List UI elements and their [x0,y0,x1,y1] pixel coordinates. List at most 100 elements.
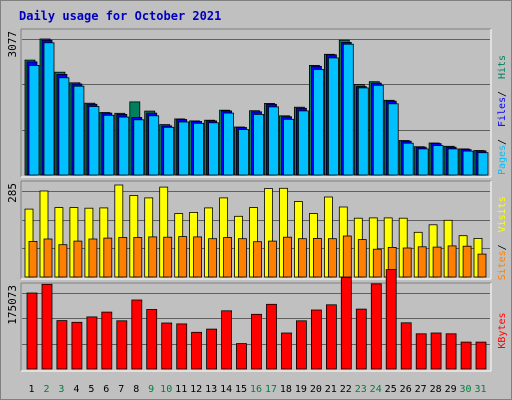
day-label-11: 11 [175,384,187,395]
day-label-13: 13 [205,384,217,395]
bar-kbytes-day-29 [445,333,457,370]
bar-pages-day-2 [43,42,55,176]
bar-sites-day-7 [118,237,128,278]
day-label-1: 1 [28,384,34,395]
day-label-7: 7 [118,384,124,395]
day-label-10: 10 [160,384,172,395]
bar-pages-day-11 [178,121,190,176]
bar-kbytes-day-4 [71,321,83,370]
bar-sites-day-5 [88,238,98,278]
y-max-label-kbytes: 175073 [6,285,19,325]
bar-sites-day-29 [447,245,457,278]
bar-sites-day-11 [178,236,188,278]
bar-pages-day-1 [28,65,40,176]
bar-kbytes-day-28 [430,332,442,370]
bar-kbytes-day-14 [221,310,233,370]
bar-kbytes-day-24 [370,283,382,370]
bar-pages-day-18 [283,118,294,176]
bar-kbytes-day-3 [56,320,68,370]
day-label-29: 29 [445,384,457,395]
bar-kbytes-day-30 [460,341,472,370]
bar-kbytes-day-5 [86,316,98,370]
bar-sites-day-18 [283,236,292,278]
bar-pages-day-21 [327,57,339,176]
bar-sites-day-19 [297,238,307,278]
bar-kbytes-day-31 [475,341,487,370]
bar-kbytes-day-2 [41,283,53,370]
bar-kbytes-day-10 [161,322,173,370]
bar-pages-day-26 [402,142,414,176]
bar-sites-day-15 [238,238,247,278]
day-label-15: 15 [235,384,247,395]
day-label-14: 14 [220,384,232,395]
day-label-8: 8 [133,384,139,395]
chart-title: Daily usage for October 2021 [19,9,221,23]
bar-pages-day-7 [118,116,130,176]
bar-sites-day-24 [372,248,382,278]
day-label-2: 2 [43,384,49,395]
legend-visits-0: Sites [497,250,508,280]
bar-pages-day-16 [253,114,264,176]
bar-kbytes-day-13 [206,328,218,370]
legend-visits-2: Visits [497,196,508,232]
bar-kbytes-day-21 [325,304,337,370]
bar-pages-day-25 [387,103,399,176]
day-label-9: 9 [148,384,154,395]
bar-pages-day-20 [312,69,324,176]
day-label-28: 28 [430,384,442,395]
bar-sites-day-10 [163,236,173,278]
bar-pages-day-28 [432,145,444,176]
day-label-6: 6 [103,384,109,395]
bar-kbytes-day-25 [385,269,397,370]
bar-pages-day-27 [417,148,429,176]
bar-pages-day-14 [223,112,235,176]
bar-sites-day-1 [28,240,38,278]
day-label-3: 3 [58,384,64,395]
legend-usage-0: Pages [497,145,508,175]
bar-pages-day-22 [342,43,354,176]
bar-pages-day-9 [148,115,160,176]
bar-pages-day-15 [238,129,249,176]
legend-usage-3: / [497,91,508,97]
bar-kbytes-day-15 [236,343,247,370]
bar-sites-day-4 [73,240,83,278]
y-max-label-visits: 285 [6,183,19,203]
bar-sites-day-16 [253,241,262,278]
day-label-23: 23 [355,384,367,395]
bar-pages-day-17 [268,106,279,176]
bar-pages-day-30 [462,150,474,176]
legend-kbytes-0: KBytes [497,312,508,348]
bar-kbytes-day-18 [281,332,292,370]
bar-sites-day-2 [43,238,53,278]
day-label-17: 17 [265,384,277,395]
bar-pages-day-19 [297,110,309,176]
bar-sites-day-21 [327,238,337,278]
legend-usage-1: / [497,139,508,145]
bar-sites-day-31 [477,253,487,278]
bar-pages-day-4 [73,85,85,176]
bar-kbytes-day-6 [101,311,113,370]
bar-sites-day-17 [268,240,277,278]
bar-kbytes-day-9 [146,309,158,370]
bar-pages-day-12 [193,122,205,176]
bar-pages-day-3 [58,77,70,176]
day-label-4: 4 [73,384,79,395]
bar-sites-day-3 [58,244,68,278]
bar-sites-day-14 [223,237,233,278]
bar-pages-day-13 [208,122,220,176]
bar-pages-day-6 [103,114,115,176]
day-label-22: 22 [340,384,352,395]
day-label-20: 20 [310,384,322,395]
bar-pages-day-8 [133,119,145,176]
bar-kbytes-day-7 [116,320,128,370]
day-label-25: 25 [385,384,397,395]
day-label-30: 30 [459,384,471,395]
bar-pages-day-31 [477,152,489,176]
day-label-16: 16 [250,384,262,395]
bar-kbytes-day-20 [310,309,322,370]
bar-sites-day-22 [342,235,352,278]
bar-kbytes-day-16 [251,313,262,370]
day-label-31: 31 [474,384,486,395]
